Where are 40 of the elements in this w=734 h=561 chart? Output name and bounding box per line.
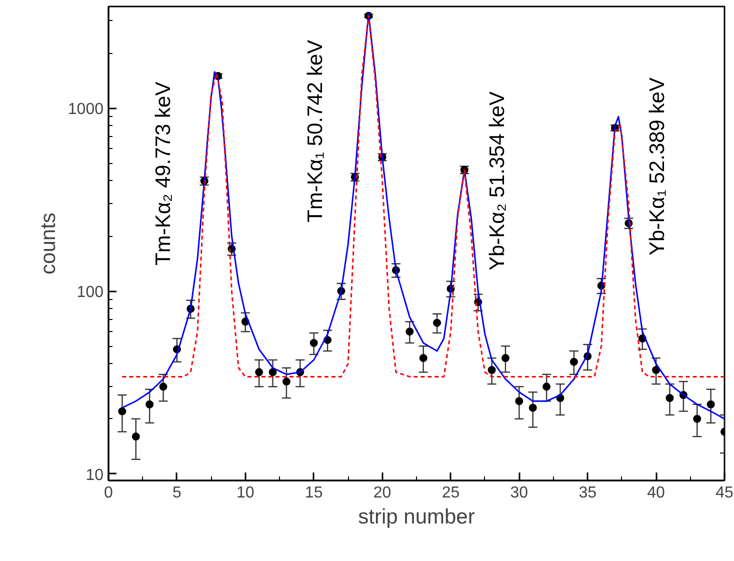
point — [146, 400, 154, 408]
annotation: Tm-Kα₂ 49.773 keV — [152, 82, 175, 266]
point — [159, 382, 168, 391]
point — [501, 354, 510, 362]
point — [433, 318, 442, 327]
x-tick-label: 25 — [442, 484, 460, 502]
point — [528, 404, 537, 412]
point — [132, 432, 140, 441]
annotation: Yb-Kα₂ 51.354 keV — [486, 91, 509, 270]
y-axis-title: counts — [36, 212, 60, 274]
x-tick-label: 45 — [716, 484, 734, 502]
y-tick-label: 1000 — [68, 101, 104, 118]
point — [118, 407, 126, 416]
point — [419, 354, 428, 362]
x-axis-title: strip number — [358, 506, 475, 528]
x-tick-label: 35 — [578, 484, 597, 502]
x-tick-label: 30 — [510, 484, 528, 502]
x-tick-label: 0 — [104, 484, 114, 502]
point — [570, 358, 578, 366]
annotation: Tm-Kα₁ 50.742 keV — [304, 40, 327, 222]
point — [693, 414, 702, 423]
annotation: Yb-Kα₁ 52.389 keV — [646, 78, 669, 256]
point — [515, 397, 524, 406]
point — [542, 382, 551, 391]
x-tick-label: 15 — [304, 484, 323, 502]
point — [255, 368, 264, 376]
x-tick-label: 40 — [647, 484, 666, 502]
point — [282, 378, 290, 386]
point — [666, 394, 674, 402]
point — [706, 400, 715, 408]
y-tick-label: 10 — [86, 466, 104, 484]
point — [652, 366, 660, 374]
point — [310, 338, 318, 347]
point — [488, 366, 496, 374]
x-tick-label: 10 — [236, 484, 254, 502]
point — [406, 328, 414, 336]
y-tick-label: 100 — [76, 284, 104, 302]
x-tick-label: 20 — [373, 484, 392, 502]
x-tick-label: 5 — [172, 484, 182, 502]
point — [268, 368, 277, 376]
